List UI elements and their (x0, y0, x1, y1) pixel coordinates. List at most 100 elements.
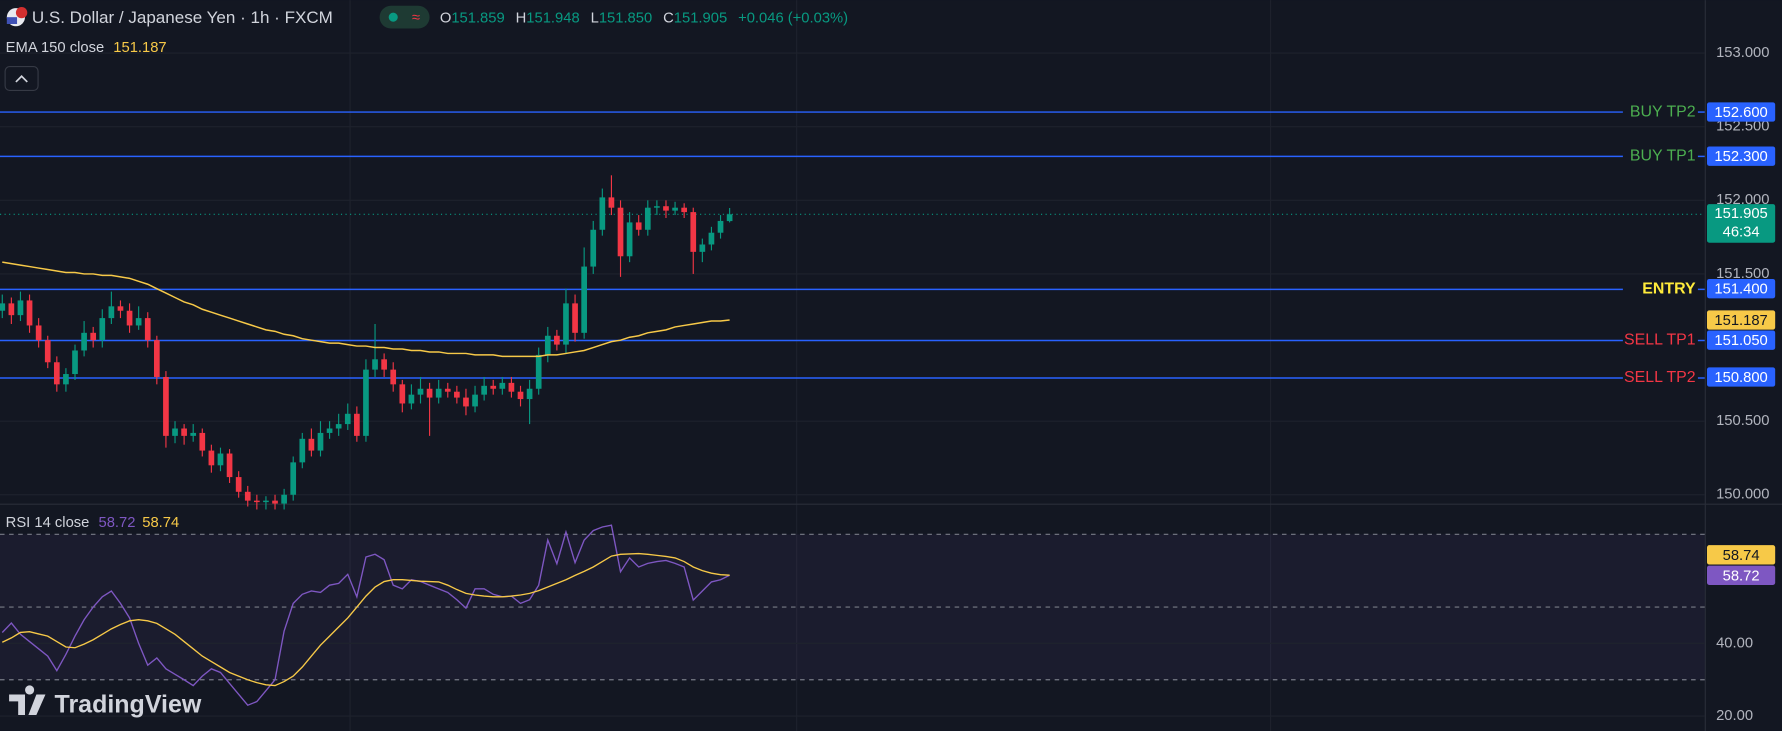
candle-body (81, 332, 87, 351)
ohlc-key: C (663, 10, 674, 26)
plot-layer: 150.000150.500151.500152.000152.500153.0… (0, 45, 1776, 724)
candle-body (599, 197, 606, 230)
candle-body (481, 385, 487, 395)
ema-legend: EMA 150 close 151.187 (6, 40, 167, 56)
candle-body (654, 206, 660, 208)
candle-body (117, 306, 124, 311)
candle-body (26, 300, 33, 326)
rsi-line (1, 552, 730, 687)
candle-body (308, 438, 315, 451)
candle-body (181, 428, 187, 436)
candle-body (272, 500, 278, 504)
candle-body (0, 303, 6, 311)
candle-body (135, 318, 142, 326)
candle-body (617, 207, 624, 257)
candle-body (317, 432, 324, 451)
candle-body (190, 432, 197, 436)
ohlc-legend: O151.859 H151.948 L151.850 C151.905 +0.0… (440, 10, 848, 26)
candle-body (563, 303, 569, 345)
last-price-text: 151.905 (1714, 206, 1767, 222)
candle-body (63, 374, 69, 385)
candle-body (408, 394, 415, 404)
candle-body (208, 450, 215, 466)
candle-body (235, 477, 242, 492)
level-name: BUY TP2 (1630, 103, 1696, 120)
candle-body (335, 424, 342, 429)
ohlc-value: 151.850 (599, 10, 652, 26)
candle-body (72, 350, 78, 375)
svg-text:≈: ≈ (412, 10, 420, 26)
candle-body (517, 391, 524, 400)
brand-logo: TradingView (9, 685, 202, 718)
candle-body (263, 500, 269, 503)
rsi-value-box (1706, 565, 1776, 585)
level-name: BUY TP1 (1630, 148, 1696, 165)
candle-body (17, 300, 24, 316)
candle-body (508, 382, 515, 392)
candle-body (699, 244, 706, 252)
y-tick-label: 20.00 (1716, 708, 1753, 724)
candle-body (108, 306, 115, 319)
rsi-value-text: 58.72 (1723, 568, 1760, 584)
level-name: SELL TP2 (1624, 369, 1696, 386)
y-tick-label: 151.500 (1716, 266, 1769, 282)
ohlc-value: 151.859 (451, 10, 504, 26)
ohlc-value: 151.905 (674, 10, 727, 26)
candle-body (708, 232, 715, 245)
candle-body (472, 394, 478, 407)
candle-body (344, 413, 351, 425)
candle-body (399, 384, 406, 404)
rsi-ma-value: 58.74 (142, 515, 179, 531)
market-status[interactable]: ≈ (379, 5, 430, 29)
candle-body (144, 318, 151, 341)
candle-body (226, 453, 233, 478)
candle-body (435, 388, 442, 398)
countdown-text: 46:34 (1723, 224, 1760, 240)
candle-body (581, 266, 587, 333)
level-price-box (1706, 278, 1776, 299)
ema-name: EMA 150 close (6, 40, 104, 56)
candle-body (326, 428, 333, 433)
candle-body (690, 212, 697, 252)
level-price-text: 152.600 (1714, 105, 1767, 121)
rsi-title: RSI 14 close (6, 515, 90, 531)
candle-body (726, 214, 733, 222)
candle-body (672, 207, 678, 211)
candle-body (635, 222, 642, 230)
candle-body (626, 222, 633, 257)
ohlc-key: O (440, 10, 452, 26)
level-price-box (1706, 146, 1776, 166)
collapse-button[interactable] (4, 66, 39, 92)
candle-body (99, 318, 106, 341)
candle-body (35, 325, 42, 341)
candle-body (535, 354, 542, 389)
candle-body (281, 494, 287, 504)
change: +0.046 (+0.03%) (738, 10, 848, 26)
candle-body (454, 391, 460, 398)
candle-body (254, 500, 260, 503)
y-tick-label: 40.00 (1716, 635, 1753, 651)
candle-body (554, 335, 560, 345)
level-name: ENTRY (1642, 281, 1696, 298)
candle-body (53, 362, 60, 385)
rsi-value: 58.72 (98, 515, 135, 531)
rsi-legend: RSI 14 close 58.72 58.74 (6, 515, 180, 531)
symbol-icon (6, 6, 28, 27)
symbol-title: U.S. Dollar / Japanese Yen · 1h · FXCM (32, 8, 333, 27)
level-price-text: 152.300 (1714, 149, 1767, 165)
level-name: SELL TP1 (1624, 332, 1696, 349)
candle-body (426, 388, 433, 398)
ema-value: 151.187 (113, 40, 166, 56)
ema-price-box (1706, 310, 1776, 330)
candle-body (126, 310, 133, 326)
ema-line (2, 261, 730, 358)
y-tick-label: 153.000 (1716, 45, 1769, 61)
last-price-box (1706, 204, 1776, 243)
rsi-line (1, 524, 730, 707)
candle-body (590, 229, 597, 267)
candle-body (526, 388, 533, 400)
candle-body (163, 376, 169, 436)
rsi-value-text: 58.74 (1723, 548, 1760, 564)
